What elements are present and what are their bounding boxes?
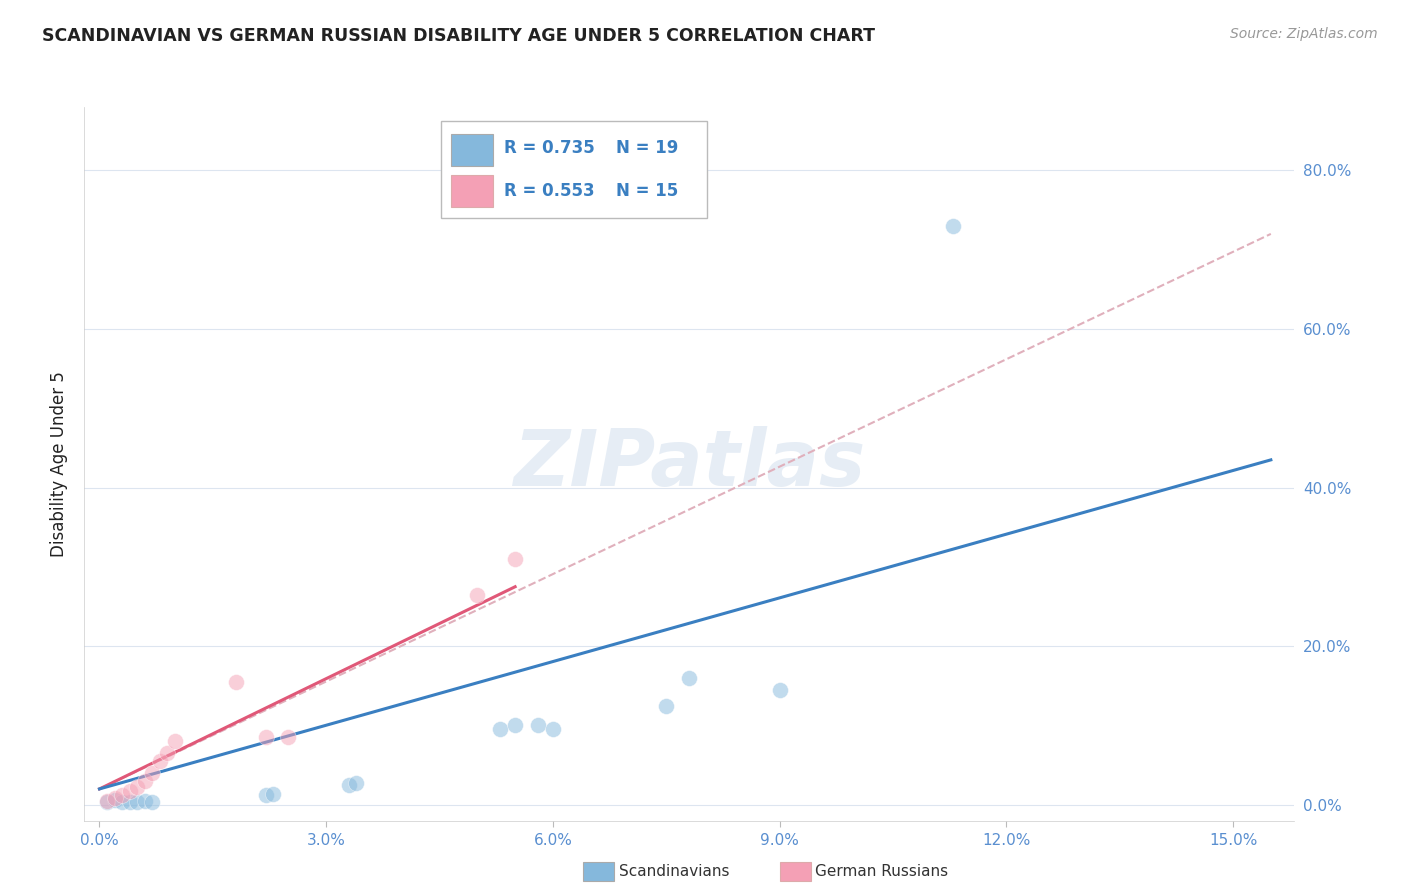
Text: R = 0.553: R = 0.553 xyxy=(503,182,595,200)
FancyBboxPatch shape xyxy=(451,175,494,207)
Text: R = 0.735: R = 0.735 xyxy=(503,139,595,157)
Point xyxy=(165,734,187,748)
Point xyxy=(337,778,360,792)
Point xyxy=(141,796,163,810)
Point xyxy=(503,552,526,566)
Point xyxy=(127,796,149,810)
Text: N = 19: N = 19 xyxy=(616,139,679,157)
Text: German Russians: German Russians xyxy=(815,864,949,879)
FancyBboxPatch shape xyxy=(451,134,494,166)
Point xyxy=(541,723,564,737)
Point xyxy=(127,780,149,795)
Point xyxy=(104,791,127,805)
Point xyxy=(769,682,792,697)
Point xyxy=(254,789,277,803)
FancyBboxPatch shape xyxy=(441,121,707,218)
Point xyxy=(678,671,700,685)
Point xyxy=(141,766,163,780)
Point xyxy=(134,774,156,789)
Point xyxy=(96,794,118,808)
Point xyxy=(527,718,550,732)
Point xyxy=(655,698,678,713)
Point xyxy=(489,723,512,737)
Point xyxy=(225,674,247,689)
Point xyxy=(134,794,156,808)
Point xyxy=(156,746,179,760)
Text: Source: ZipAtlas.com: Source: ZipAtlas.com xyxy=(1230,27,1378,41)
Point xyxy=(149,754,172,768)
Point xyxy=(118,795,141,809)
Text: Scandinavians: Scandinavians xyxy=(619,864,730,879)
Point xyxy=(942,219,965,233)
Text: SCANDINAVIAN VS GERMAN RUSSIAN DISABILITY AGE UNDER 5 CORRELATION CHART: SCANDINAVIAN VS GERMAN RUSSIAN DISABILIT… xyxy=(42,27,875,45)
Point xyxy=(104,793,127,807)
Point xyxy=(111,789,134,803)
Point xyxy=(254,731,277,745)
Point xyxy=(262,787,284,801)
Point xyxy=(111,796,134,810)
Text: N = 15: N = 15 xyxy=(616,182,679,200)
Point xyxy=(277,731,299,745)
Text: ZIPatlas: ZIPatlas xyxy=(513,425,865,502)
Point xyxy=(118,783,141,797)
Point xyxy=(503,718,526,732)
Y-axis label: Disability Age Under 5: Disability Age Under 5 xyxy=(51,371,69,557)
Point xyxy=(96,795,118,809)
Point xyxy=(346,775,368,789)
Point xyxy=(467,588,489,602)
